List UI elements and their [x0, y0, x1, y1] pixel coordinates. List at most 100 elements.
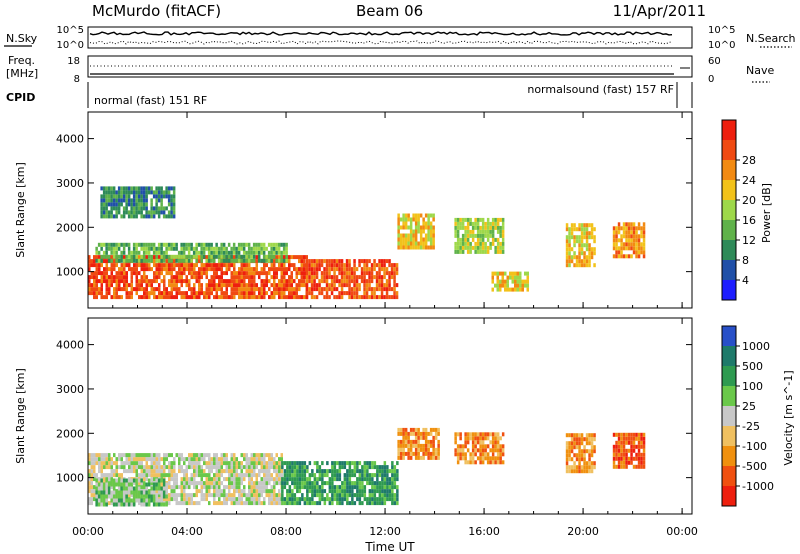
heatmap-cell: [429, 213, 433, 218]
power-heatmap: [88, 186, 646, 300]
heatmap-cell: [491, 460, 495, 465]
heatmap-cell: [407, 447, 410, 452]
heatmap-cell: [333, 279, 336, 284]
heatmap-cell: [223, 501, 226, 506]
heatmap-cell: [370, 291, 374, 296]
heatmap-cell: [325, 291, 329, 296]
heatmap-cell: [98, 477, 101, 482]
heatmap-cell: [235, 457, 238, 462]
heatmap-cell: [350, 295, 354, 300]
heatmap-cell: [93, 279, 96, 284]
heatmap-cell: [474, 452, 477, 457]
heatmap-cell: [165, 497, 168, 502]
heatmap-cell: [501, 249, 505, 254]
heatmap-cell: [128, 465, 131, 470]
heatmap-cell: [407, 431, 410, 436]
heatmap-cell: [105, 486, 108, 491]
heatmap-cell: [240, 279, 243, 284]
heatmap-cell: [167, 194, 171, 199]
heatmap-cell: [454, 440, 457, 445]
heatmap-cell: [642, 242, 646, 247]
heatmap-cell: [270, 275, 273, 280]
y-tick-label: 4000: [56, 339, 84, 352]
heatmap-cell: [263, 465, 266, 470]
heatmap-cell: [195, 457, 198, 462]
heatmap-cell: [524, 271, 527, 276]
heatmap-cell: [328, 485, 332, 490]
heatmap-cell: [328, 295, 331, 300]
heatmap-cell: [573, 251, 576, 256]
heatmap-cell: [250, 254, 253, 259]
heatmap-cell: [240, 263, 243, 268]
heatmap-cell: [419, 455, 423, 460]
heatmap-cell: [402, 221, 405, 226]
heatmap-cell: [140, 469, 143, 474]
heatmap-cell: [223, 271, 226, 276]
heatmap-cell: [210, 493, 213, 498]
heatmap-cell: [173, 481, 176, 486]
heatmap-cell: [122, 490, 126, 495]
nsky-panel-frame: [87, 26, 693, 49]
heatmap-cell: [220, 461, 223, 466]
heatmap-cell: [356, 461, 359, 466]
heatmap-cell: [135, 291, 138, 296]
heatmap-cell: [203, 481, 206, 486]
heatmap-cell: [122, 210, 126, 215]
heatmap-cell: [187, 250, 191, 255]
heatmap-cell: [150, 283, 153, 288]
heatmap-cell: [399, 241, 403, 246]
heatmap-cell: [133, 271, 136, 276]
heatmap-cell: [250, 493, 253, 498]
heatmap-cell: [190, 254, 193, 259]
heatmap-cell: [125, 275, 128, 280]
heatmap-cell: [328, 263, 331, 268]
heatmap-cell: [132, 206, 136, 211]
heatmap-cell: [286, 473, 289, 478]
heatmap-cell: [105, 287, 108, 292]
heatmap-cell: [205, 473, 208, 478]
heatmap-cell: [397, 431, 400, 436]
heatmap-cell: [300, 275, 303, 280]
heatmap-cell: [343, 461, 347, 466]
heatmap-cell: [578, 457, 581, 462]
heatmap-cell: [393, 291, 396, 296]
heatmap-cell: [233, 255, 236, 260]
heatmap-cell: [95, 291, 98, 296]
heatmap-cell: [167, 190, 171, 195]
heatmap-cell: [105, 502, 108, 507]
heatmap-cell: [138, 287, 141, 292]
heatmap-cell: [278, 465, 281, 470]
heatmap-cell: [575, 465, 579, 470]
velocity-colorbar-label: Velocity [m s^-1]: [782, 370, 795, 465]
heatmap-cell: [160, 478, 163, 483]
heatmap-cell: [240, 246, 243, 251]
heatmap-cell: [185, 258, 188, 263]
heatmap-cell: [100, 258, 103, 263]
heatmap-cell: [630, 448, 633, 453]
heatmap-cell: [414, 233, 418, 238]
heatmap-cell: [185, 457, 188, 462]
heatmap-cell: [230, 497, 233, 502]
heatmap-cell: [333, 465, 337, 470]
heatmap-cell: [412, 233, 415, 238]
heatmap-cell: [311, 489, 314, 494]
colorbar-tick-label: 12: [742, 234, 756, 247]
heatmap-cell: [157, 490, 161, 495]
heatmap-cell: [273, 493, 276, 498]
heatmap-cell: [514, 283, 517, 288]
heatmap-cell: [230, 246, 233, 251]
heatmap-cell: [393, 477, 397, 482]
heatmap-cell: [474, 448, 477, 453]
heatmap-cell: [622, 440, 626, 445]
heatmap-cell: [110, 194, 113, 199]
heatmap-cell: [380, 259, 384, 264]
heatmap-cell: [108, 457, 111, 462]
heatmap-cell: [170, 267, 173, 272]
heatmap-cell: [112, 494, 116, 499]
heatmap-cell: [253, 287, 256, 292]
heatmap-cell: [422, 451, 425, 456]
heatmap-cell: [306, 477, 309, 482]
heatmap-cell: [275, 473, 278, 478]
heatmap-cell: [429, 233, 433, 238]
heatmap-cell: [280, 254, 283, 259]
